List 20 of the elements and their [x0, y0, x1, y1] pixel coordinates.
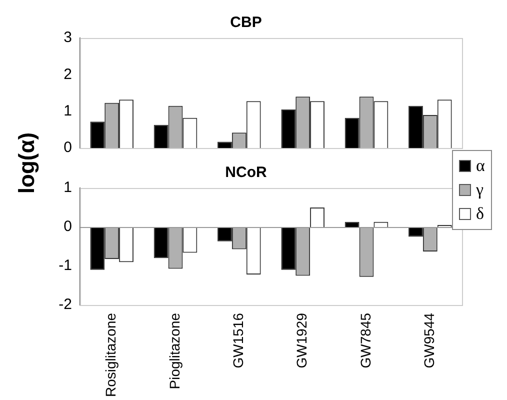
x-tick-label: Pioglitazone [166, 312, 182, 390]
x-tick-label: GW1516 [230, 312, 246, 368]
y-tick-label: 1 [64, 179, 72, 196]
y-tick-label: -2 [58, 296, 72, 314]
chart-title: NCoR [225, 164, 267, 182]
y-tick-label: 0 [64, 218, 72, 236]
y-tick-label: -1 [58, 257, 72, 274]
legend-label: α [476, 155, 485, 177]
chart-title: CBP [230, 14, 262, 32]
x-tick-label: GW1929 [294, 312, 310, 368]
y-tick-label: 1 [64, 102, 72, 120]
x-tick-label: GW7845 [357, 312, 374, 368]
series-label: δ [476, 203, 484, 225]
x-tick-label: GW9544 [421, 312, 438, 368]
y-tick-label: 0 [64, 139, 72, 156]
y-axis-title: log(α) [14, 131, 40, 196]
x-tick-label: Rosiglitazone [102, 312, 119, 398]
y-tick-label: 3 [64, 29, 72, 46]
y-tick-label: 2 [64, 66, 72, 83]
legend-label: γ [476, 179, 484, 201]
